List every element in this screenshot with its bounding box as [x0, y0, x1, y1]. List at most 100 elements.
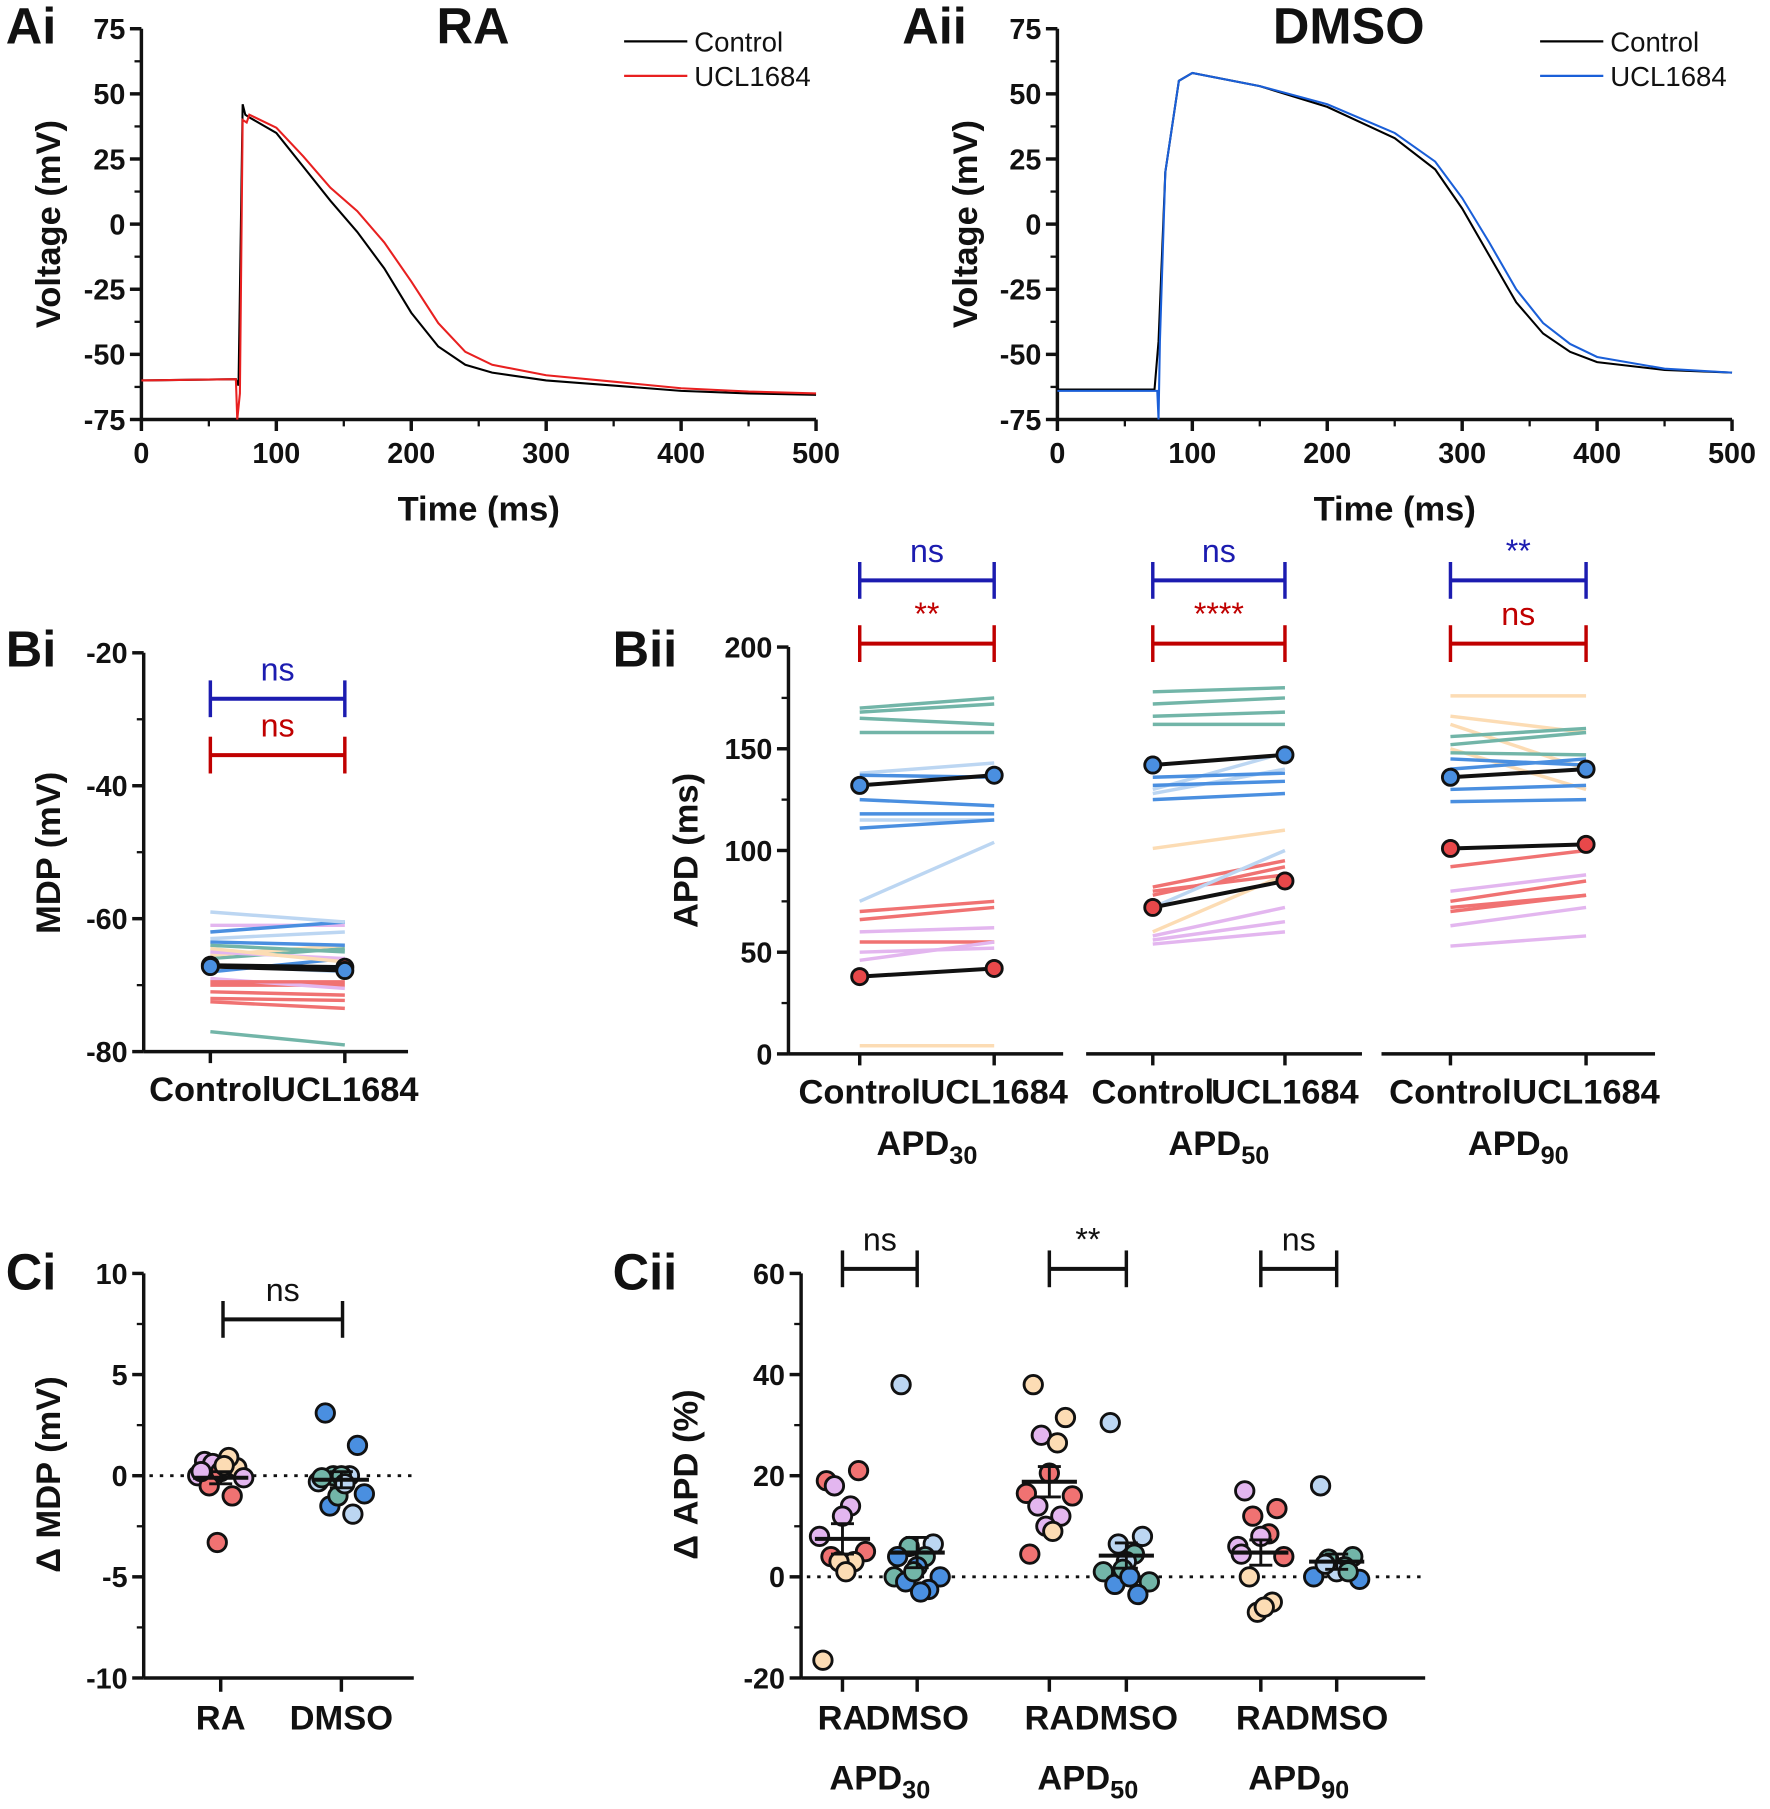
paired-line-blue — [859, 797, 995, 808]
significance-bracket-apd30: ns — [840, 1221, 919, 1288]
data-point-apd30-ra — [835, 1561, 857, 1583]
y-axis-label: Voltage (mV) — [947, 120, 985, 328]
paired-line-red — [1152, 865, 1286, 897]
group-label-subscript: 50 — [1241, 1142, 1269, 1170]
panel-title: DMSO — [1273, 0, 1425, 55]
mean-line-dmso — [1450, 767, 1587, 780]
mean-point-dmso — [984, 765, 1004, 785]
mean-line-dmso — [859, 773, 995, 788]
significance-bracket-ra: ** — [857, 596, 996, 662]
group-label: APD50 — [1168, 1125, 1269, 1170]
data-point-apd90-ra — [1266, 1497, 1288, 1520]
group-label-subscript: 30 — [902, 1777, 930, 1805]
data-point-apd30-ra — [847, 1460, 870, 1482]
significance-label: ns — [1282, 1221, 1316, 1257]
y-tick-label: 20 — [753, 1461, 785, 1493]
mean-point-dmso — [1143, 755, 1163, 775]
y-tick-label: -25 — [1000, 275, 1042, 307]
paired-line-blue — [1450, 783, 1587, 792]
significance-bracket-ra: ns — [208, 708, 347, 774]
paired-line-teal — [859, 716, 995, 727]
group-label: APD30 — [829, 1759, 930, 1804]
mean-point-dmso — [850, 775, 870, 795]
paired-line-blue — [1152, 791, 1286, 802]
paired-line-red — [1152, 873, 1286, 893]
data-point-apd50-ra — [1022, 1374, 1044, 1396]
data-point-dmso — [311, 1467, 333, 1489]
data-point-apd30-ra — [823, 1475, 846, 1497]
paired-line-blue — [1450, 757, 1587, 771]
x-tick-label: 100 — [1168, 438, 1216, 470]
significance-label: ** — [1075, 1221, 1101, 1257]
y-tick-label: 0 — [112, 1461, 128, 1493]
x-tick-label: 0 — [133, 438, 149, 470]
paired-line-red — [1450, 848, 1587, 869]
paired-line-red — [210, 996, 345, 1003]
paired-line-teal — [1450, 726, 1587, 739]
category-label: Control — [798, 1073, 921, 1111]
data-point-ra — [213, 1454, 235, 1477]
data-point-dmso — [334, 1473, 356, 1495]
y-axis-label: APD (ms) — [668, 773, 706, 928]
data-point-apd50-ra — [1046, 1432, 1069, 1454]
y-tick-label: -60 — [86, 904, 128, 936]
paired-line-blue — [210, 920, 345, 934]
significance-label: ns — [266, 1272, 300, 1308]
paired-line-red — [1152, 858, 1286, 889]
paired-line-red — [210, 990, 345, 997]
group-label-main: APD — [1468, 1125, 1541, 1163]
mean-line-dmso — [210, 964, 345, 973]
data-point-ra — [221, 1485, 243, 1507]
mean-point-dmso — [200, 957, 220, 977]
data-point-apd30-ra — [808, 1525, 831, 1548]
data-point-ra — [206, 1531, 228, 1554]
group-label-main: APD — [1168, 1125, 1241, 1163]
y-tick-label: 25 — [1009, 144, 1041, 176]
significance-label: ns — [910, 533, 944, 569]
significance-label: **** — [1194, 596, 1245, 632]
y-tick-label: -10 — [86, 1663, 128, 1695]
paired-line-lilac — [859, 940, 995, 963]
x-tick-label: 400 — [657, 438, 705, 470]
significance-label: ns — [261, 651, 295, 687]
panel-label: Cii — [613, 1244, 678, 1301]
category-label: Control — [1092, 1073, 1215, 1111]
data-point-apd50-ra — [1019, 1543, 1041, 1565]
trace-control — [1057, 71, 1733, 391]
significance-label: ns — [1501, 596, 1535, 632]
y-tick-label: 0 — [109, 209, 125, 241]
y-tick-label: 75 — [93, 14, 125, 46]
trace-ucl1684 — [141, 113, 817, 420]
paired-line-peach — [1449, 747, 1587, 792]
mean-point-dmso — [1440, 767, 1460, 787]
significance-bracket-dmso: ** — [1448, 533, 1588, 599]
mean-point-ra — [1275, 871, 1295, 891]
mean-point-ra — [1576, 834, 1596, 854]
paired-line-blue — [1450, 757, 1587, 767]
significance-bracket-apd90: ns — [1259, 1221, 1339, 1288]
paired-line-lblue — [210, 910, 345, 924]
x-tick-label: 100 — [252, 438, 300, 470]
y-tick-label: 150 — [724, 734, 772, 766]
category-label: RA — [1024, 1700, 1074, 1738]
y-tick-label: 10 — [96, 1259, 128, 1291]
y-tick-label: 5 — [112, 1360, 128, 1392]
category-label: RA — [1236, 1700, 1286, 1738]
significance-bracket-ra: ns — [1448, 596, 1588, 662]
group-label: APD50 — [1037, 1759, 1138, 1804]
significance-label: ns — [863, 1221, 897, 1257]
data-point-apd50-dmso — [1131, 1525, 1154, 1548]
y-tick-label: 75 — [1009, 14, 1041, 46]
paired-line-teal — [1152, 686, 1286, 694]
category-label: Control — [149, 1071, 272, 1109]
group-label-subscript: 90 — [1541, 1142, 1569, 1170]
significance-bracket-dmso: ns — [857, 533, 996, 599]
paired-line-red — [859, 905, 995, 922]
data-point-dmso — [346, 1434, 369, 1456]
category-label: RA — [818, 1700, 868, 1738]
paired-line-lilac — [1152, 905, 1286, 938]
data-point-apd90-dmso — [1337, 1561, 1359, 1583]
data-point-apd30-dmso — [909, 1581, 932, 1603]
group-label: APD30 — [877, 1125, 978, 1170]
